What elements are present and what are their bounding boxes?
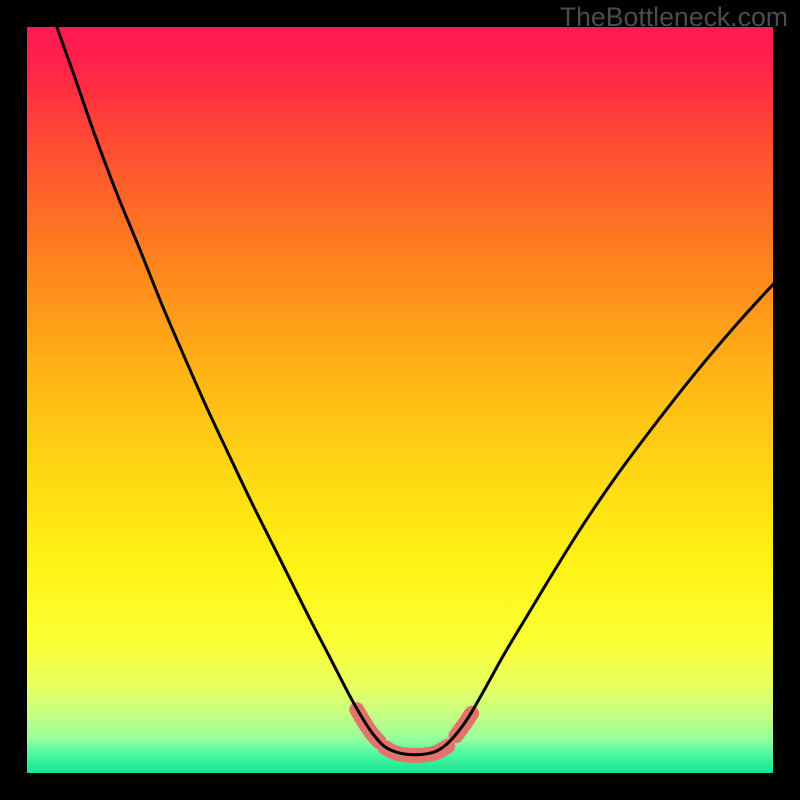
gradient-background — [27, 27, 773, 773]
chart-frame: TheBottleneck.com — [0, 0, 800, 800]
watermark-label: TheBottleneck.com — [560, 2, 788, 33]
bottleneck-curve-chart — [27, 27, 773, 773]
plot-area — [27, 27, 773, 773]
